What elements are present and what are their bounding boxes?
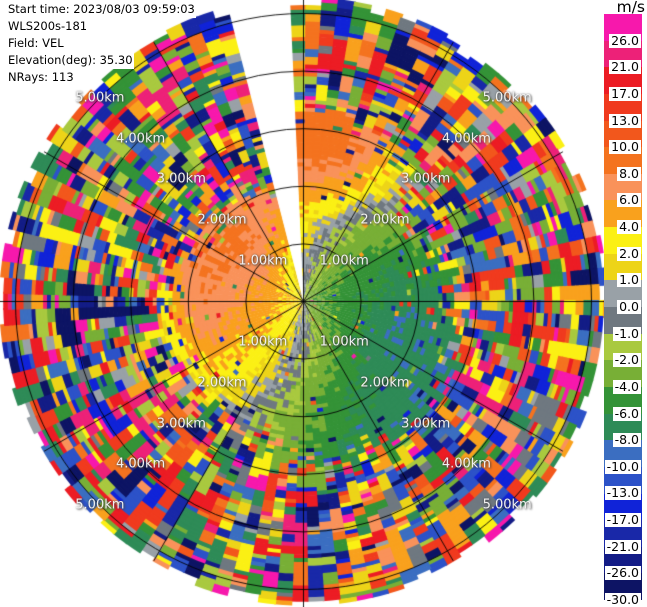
colorbar-tick: -8.0 bbox=[612, 432, 641, 448]
colorbar-tick: -13.0 bbox=[604, 485, 641, 501]
ring-label: 4.00km bbox=[116, 456, 166, 472]
colorbar-tick: -6.0 bbox=[612, 405, 641, 421]
ring-label: 4.00km bbox=[116, 131, 166, 147]
ring-label: 1.00km bbox=[319, 334, 369, 350]
colorbar-tick: -10.0 bbox=[604, 458, 641, 474]
ring-label: 3.00km bbox=[401, 171, 451, 187]
ring-label: 5.00km bbox=[75, 497, 125, 513]
colorbar-tick: 26.0 bbox=[609, 32, 641, 48]
ring-label: 5.00km bbox=[482, 497, 532, 513]
colorbar-tick: 10.0 bbox=[609, 139, 641, 155]
scan-info-panel: Start time: 2023/08/03 09:59:03 WLS200s-… bbox=[7, 1, 196, 86]
info-line: Elevation(deg): 35.30 bbox=[7, 52, 196, 69]
info-line: Start time: 2023/08/03 09:59:03 bbox=[7, 1, 196, 18]
info-system-name: WLS200s-181 bbox=[7, 18, 89, 35]
info-elevation: Elevation(deg): 35.30 bbox=[7, 52, 134, 69]
colorbar-tick: -26.0 bbox=[604, 565, 641, 581]
colorbar-tick: -1.0 bbox=[612, 325, 641, 341]
ring-label: 1.00km bbox=[238, 334, 288, 350]
ring-label: 2.00km bbox=[197, 375, 247, 391]
info-line: WLS200s-181 bbox=[7, 18, 196, 35]
info-line: NRays: 113 bbox=[7, 69, 196, 86]
colorbar-tick: 1.0 bbox=[617, 272, 641, 288]
ring-label: 2.00km bbox=[360, 375, 410, 391]
ring-label: 5.00km bbox=[482, 90, 532, 106]
info-start-time: Start time: 2023/08/03 09:59:03 bbox=[7, 1, 196, 18]
colorbar-tick: -21.0 bbox=[604, 538, 641, 554]
colorbar-unit-label: m/s bbox=[616, 0, 645, 16]
colorbar-tick: 8.0 bbox=[617, 165, 641, 181]
ring-label: 3.00km bbox=[401, 416, 451, 432]
info-nrays: NRays: 113 bbox=[7, 69, 75, 86]
ring-label: 4.00km bbox=[441, 456, 491, 472]
info-line: Field: VEL bbox=[7, 35, 196, 52]
ring-label: 1.00km bbox=[238, 253, 288, 269]
colorbar-tick: 4.0 bbox=[617, 219, 641, 235]
ring-label: 2.00km bbox=[197, 212, 247, 228]
colorbar-tick: -4.0 bbox=[612, 378, 641, 394]
colorbar-tick: 17.0 bbox=[609, 85, 641, 101]
colorbar-tick: 21.0 bbox=[609, 59, 641, 75]
colorbar-tick: -2.0 bbox=[612, 352, 641, 368]
ring-label: 3.00km bbox=[156, 171, 206, 187]
colorbar-tick: -30.0 bbox=[604, 592, 641, 607]
ring-label: 4.00km bbox=[441, 131, 491, 147]
ring-label: 1.00km bbox=[319, 253, 369, 269]
ring-label: 5.00km bbox=[75, 90, 125, 106]
ring-label: 3.00km bbox=[156, 416, 206, 432]
colorbar-tick: 2.0 bbox=[617, 245, 641, 261]
colorbar-tick: -17.0 bbox=[604, 512, 641, 528]
info-field: Field: VEL bbox=[7, 35, 65, 52]
colorbar-tick: 13.0 bbox=[609, 112, 641, 128]
colorbar-tick: 0.0 bbox=[617, 299, 641, 314]
ring-label: 2.00km bbox=[360, 212, 410, 228]
colorbar-tick: 6.0 bbox=[617, 192, 641, 208]
